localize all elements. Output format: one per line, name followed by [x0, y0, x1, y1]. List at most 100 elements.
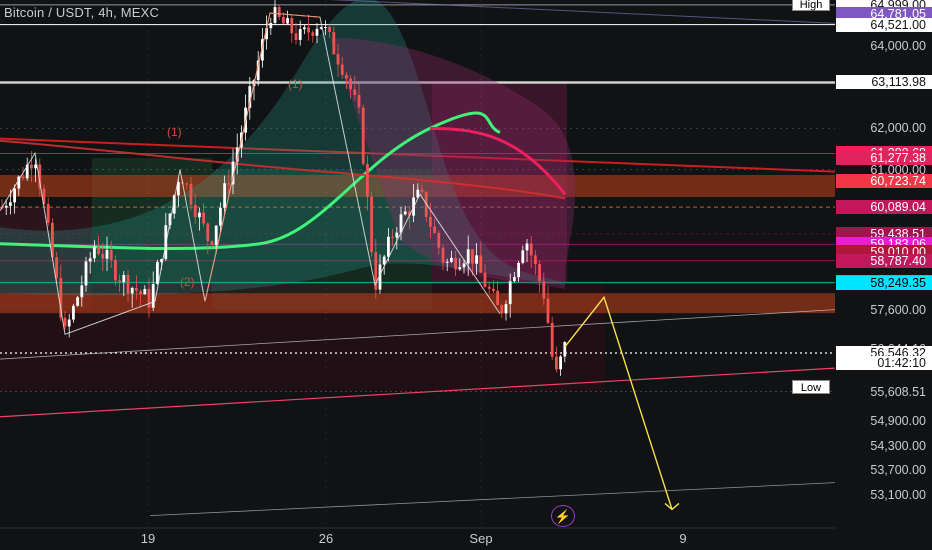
candle-body: [223, 183, 226, 208]
candle-body: [475, 255, 478, 264]
candle-body: [193, 204, 197, 218]
wave-label-1b: (1): [288, 77, 303, 91]
candle-body: [458, 267, 462, 270]
candle-body: [51, 222, 54, 258]
chart-title: Bitcoin / USDT, 4h, MEXC: [4, 5, 160, 20]
candle-body: [189, 183, 193, 205]
candle-body: [492, 288, 495, 291]
candle-body: [403, 211, 407, 215]
candle-body: [408, 211, 411, 216]
candle-body: [9, 202, 12, 206]
candle-body: [382, 256, 386, 265]
candle-body: [500, 305, 504, 314]
candle-body: [172, 195, 176, 214]
candle-body: [454, 257, 457, 270]
candle-body: [286, 18, 289, 24]
zigzag-wave-orange: [204, 12, 321, 302]
candle-body: [93, 246, 96, 259]
candle-body: [76, 297, 79, 306]
candle-body: [307, 27, 310, 33]
price-axis-bg: [835, 0, 932, 550]
price-label-4: 63,113.98: [836, 75, 932, 90]
candle-body: [462, 263, 466, 268]
candle-body: [67, 319, 71, 327]
candle-body: [21, 176, 25, 179]
candle-body: [109, 249, 113, 260]
candle-body: [210, 241, 214, 246]
bg-zone-red-left: [0, 207, 92, 310]
candle-body: [529, 243, 533, 256]
candle-body: [25, 164, 29, 179]
price-label-11: 59,438.51: [836, 226, 932, 241]
candle-body: [479, 255, 483, 273]
price-label-20: 01:42:10: [836, 356, 932, 371]
price-label-7: 61,277.38: [836, 151, 932, 166]
price-label-17: 57,600.00: [870, 302, 926, 317]
trendline-lower: [149, 482, 836, 516]
price-label-25: 53,100.00: [870, 488, 926, 502]
candle-body: [130, 287, 134, 294]
moving-average-red: [429, 126, 567, 196]
candle-body: [282, 16, 285, 24]
lightning-icon[interactable]: ⚡: [551, 505, 575, 527]
candle-body: [156, 262, 159, 285]
price-label-5: 62,000.00: [870, 121, 926, 136]
candle-body: [303, 27, 306, 30]
candle-body: [496, 290, 499, 306]
candle-body: [353, 89, 357, 96]
projection-arrowhead: [664, 502, 680, 511]
x-tick-26: 26: [318, 531, 334, 546]
candle-body: [542, 281, 546, 299]
candle-body: [517, 262, 520, 278]
candle-body: [521, 250, 525, 263]
moving-average-green: [0, 111, 501, 250]
candle-body: [391, 236, 394, 238]
candle-body: [84, 261, 88, 286]
candle-body: [336, 54, 340, 65]
candle-body: [555, 356, 558, 370]
candle-body: [206, 223, 210, 242]
price-label-9: 60,723.74: [836, 173, 932, 188]
candle-body: [34, 164, 37, 169]
candle-body: [471, 249, 474, 264]
trendline-top: [329, 0, 836, 24]
candle-body: [319, 27, 323, 29]
candle-body: [185, 183, 189, 185]
candle-body: [4, 205, 8, 208]
x-tick-sep: Sep: [469, 531, 493, 546]
candle-body: [559, 356, 562, 370]
candle-body: [273, 7, 277, 23]
candle-body: [219, 207, 222, 226]
candle-body: [416, 189, 420, 198]
wave-label-2: (2): [180, 275, 195, 289]
candle-body: [214, 225, 218, 246]
price-label-22: 54,900.00: [870, 413, 926, 428]
candle-body: [370, 196, 373, 253]
candle-body: [483, 272, 487, 287]
candle-body: [118, 280, 121, 283]
candle-body: [513, 277, 516, 282]
candle-body: [63, 317, 67, 327]
candle-body: [563, 342, 567, 357]
candle-body: [311, 32, 315, 36]
candle-body: [399, 214, 403, 233]
candle-body: [202, 212, 205, 224]
candle-body: [122, 274, 126, 283]
candle-body: [328, 26, 331, 33]
candle-body: [72, 305, 75, 320]
trendline-support-red: [0, 367, 836, 418]
candle-body: [38, 164, 42, 189]
candle-body: [88, 258, 92, 262]
low-tag: Low: [792, 380, 830, 394]
candle-body: [315, 28, 319, 36]
bollinger-band-teal: [0, 0, 565, 296]
candle-body: [332, 32, 336, 55]
candle-body: [504, 304, 508, 314]
candle-body: [269, 22, 273, 29]
candle-body: [126, 274, 130, 294]
candle-body: [450, 257, 453, 262]
candle-body: [487, 286, 491, 289]
candle-body: [387, 236, 390, 257]
